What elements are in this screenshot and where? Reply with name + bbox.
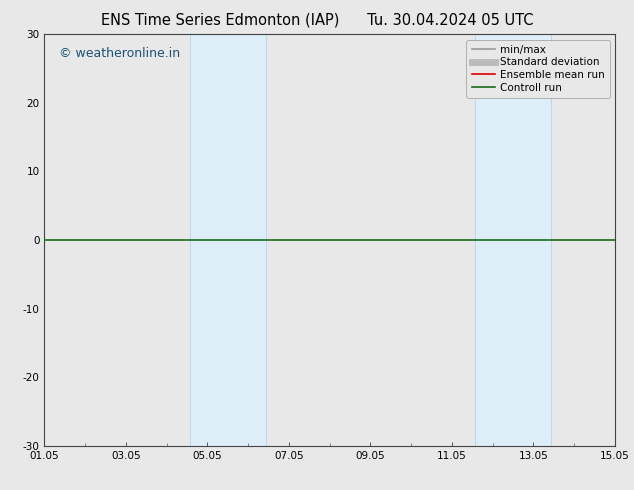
Text: © weatheronline.in: © weatheronline.in xyxy=(58,47,180,60)
Text: ENS Time Series Edmonton (IAP)      Tu. 30.04.2024 05 UTC: ENS Time Series Edmonton (IAP) Tu. 30.04… xyxy=(101,12,533,27)
Bar xyxy=(476,34,551,446)
Bar xyxy=(190,34,266,446)
Legend: min/max, Standard deviation, Ensemble mean run, Controll run: min/max, Standard deviation, Ensemble me… xyxy=(467,40,610,98)
